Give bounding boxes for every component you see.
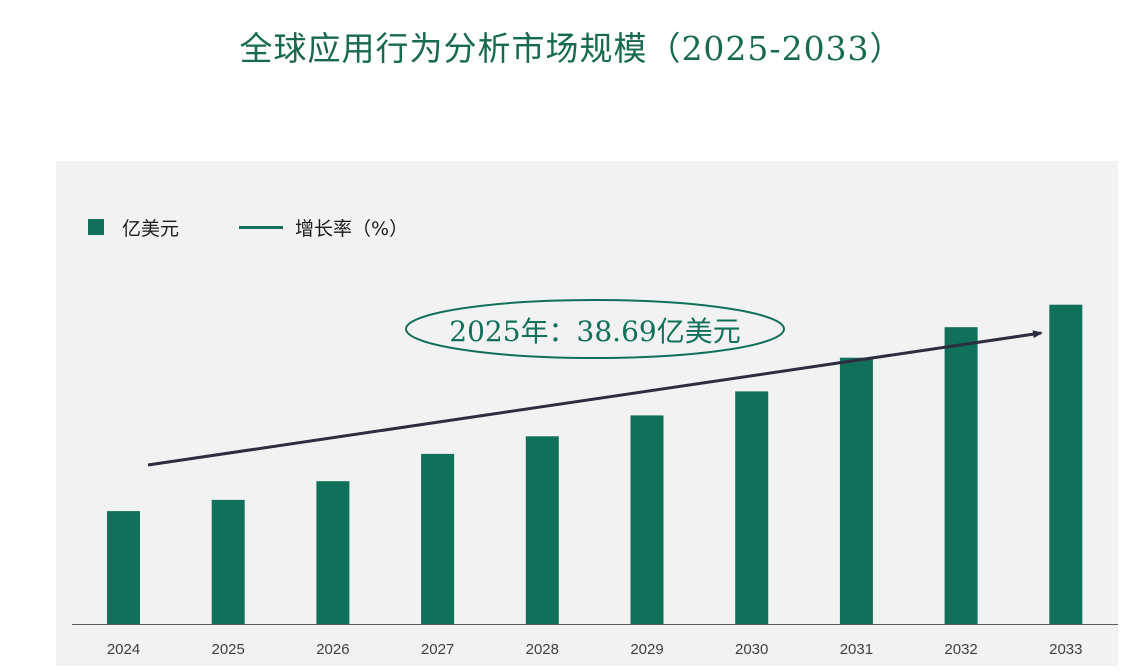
bar-2030 [735,391,769,624]
legend-bar-label: 亿美元 [122,217,180,240]
x-tick-labels: 2024 2025 2026 2027 2028 2029 2030 2031 2032 2033 [107,641,1083,658]
legend-line-swatch [239,225,284,229]
callout-text: 2025年：38.69亿美元 [449,315,740,348]
x-tick-label-2029: 2029 [630,641,663,658]
bar-2026 [316,481,350,624]
trend-arrow [147,330,1043,467]
bar-2027 [421,453,455,624]
x-tick-label-2025: 2025 [212,641,245,658]
x-tick-label-2024: 2024 [107,641,140,658]
x-tick-label-2031: 2031 [840,641,873,658]
bar-2029 [630,415,664,624]
chart-legend: 亿美元 增长率（%） [88,214,408,241]
callout-ellipse [405,299,785,359]
legend-line-label: 增长率（%） [295,217,409,240]
bar-2025 [211,499,245,624]
bar-2024 [107,511,140,624]
x-tick-label-2026: 2026 [316,641,349,658]
legend-item-line: 增长率（%） [179,214,408,241]
legend-item-bars: 亿美元 [88,214,179,241]
x-tick-label-2033: 2033 [1049,641,1082,658]
x-tick-label-2030: 2030 [735,641,768,658]
legend-bar-swatch [88,219,104,235]
x-tick-label-2028: 2028 [526,641,559,658]
bar-2028 [525,436,559,624]
bar-2031 [839,357,873,624]
bars-layer [107,304,1083,624]
x-tick-label-2027: 2027 [421,641,454,658]
bar-2032 [944,327,978,624]
x-tick-label-2032: 2032 [944,641,977,658]
bar-2033 [1049,304,1083,624]
page-title: 全球应用行为分析市场规模（2025-2033） [239,29,904,68]
